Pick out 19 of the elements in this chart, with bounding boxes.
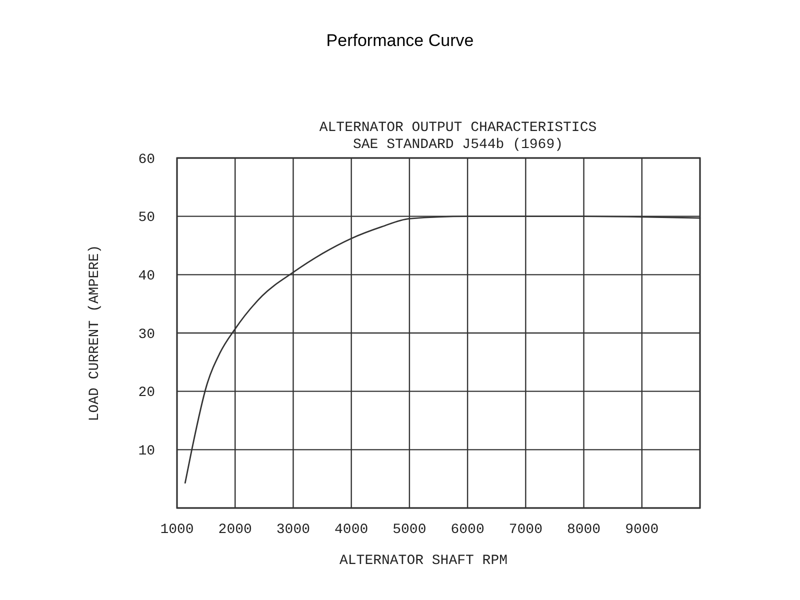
y-tick-label: 20 [138, 385, 155, 402]
x-axis-title: ALTERNATOR SHAFT RPM [339, 553, 508, 569]
x-tick-label: 6000 [450, 522, 484, 538]
x-tick-label: 1000 [160, 522, 194, 538]
y-axis-title: LOAD CURRENT (AMPERE) [87, 244, 103, 422]
y-tick-label: 10 [138, 444, 155, 460]
y-tick-label: 30 [138, 326, 155, 343]
x-tick-label: 8000 [566, 522, 601, 538]
y-tick-label: 60 [138, 152, 155, 168]
y-tick-label: 40 [138, 268, 155, 285]
y-tick-label: 50 [138, 210, 155, 226]
x-tick-label: 7000 [508, 522, 542, 538]
chart-title: Performance Curve [326, 31, 474, 50]
x-tick-label: 9000 [625, 522, 659, 538]
chart-subtitle: ALTERNATOR OUTPUT CHARACTERISTICS SAE STANDARD J544b (1969) [319, 120, 597, 153]
x-tick-label: 4000 [334, 522, 368, 538]
x-tick-label: 2000 [218, 522, 252, 538]
x-tick-label: 5000 [392, 522, 426, 538]
x-tick-label: 3000 [276, 522, 310, 538]
